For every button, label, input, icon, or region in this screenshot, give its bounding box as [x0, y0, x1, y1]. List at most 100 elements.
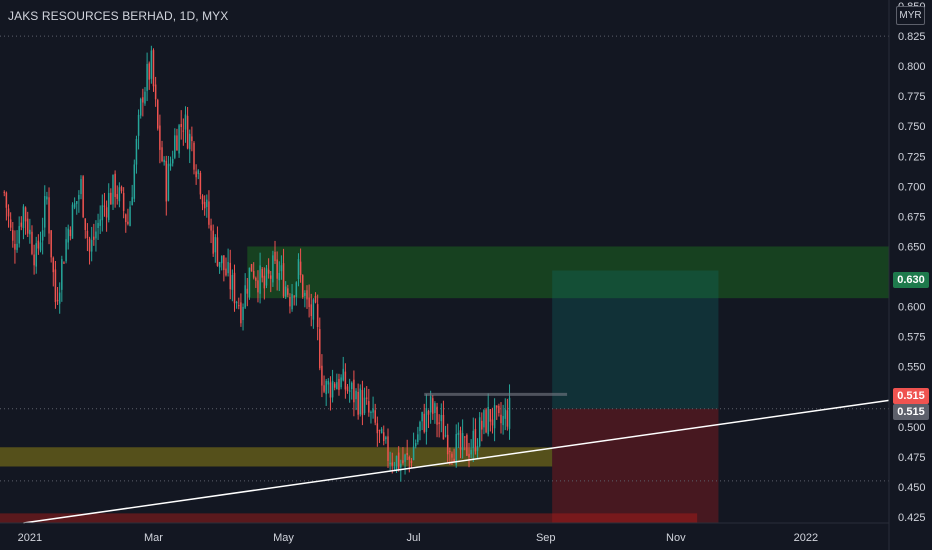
candle-body [491, 419, 494, 426]
candle-body [500, 414, 502, 424]
candle-body [244, 285, 246, 308]
candle-body [174, 135, 176, 158]
candle-body [118, 187, 121, 202]
candle-body [406, 452, 408, 456]
candle-body [159, 125, 161, 150]
candle-body [165, 160, 168, 202]
x-tick-label: 2022 [794, 532, 818, 544]
candle-body [304, 292, 306, 296]
candle-body [270, 275, 272, 279]
candle-body [73, 203, 76, 208]
candle-body [287, 288, 289, 295]
candle-body [348, 390, 351, 392]
currency-button[interactable]: MYR [896, 6, 925, 25]
candle-body [412, 446, 415, 461]
candle-body [284, 286, 287, 297]
candle-body [246, 288, 249, 294]
candle-body [461, 433, 464, 451]
candle-body [327, 381, 330, 385]
candle-body [429, 396, 432, 413]
candle-body [238, 305, 240, 307]
candle-body [80, 179, 82, 195]
candle-body [9, 219, 12, 228]
candles-layer [3, 45, 511, 482]
x-tick-label: 2021 [18, 532, 42, 544]
candle-body [289, 297, 291, 307]
candle-body [261, 268, 263, 278]
last-price-badge: 0.515 [893, 388, 929, 404]
candle-body [95, 231, 97, 239]
candle-body [82, 176, 84, 218]
dotted-lines-layer [0, 35, 889, 482]
candle-body [319, 329, 321, 369]
x-tick-label: Jul [407, 532, 421, 544]
candle-body [338, 378, 340, 390]
candle-body [29, 229, 31, 235]
candle-body [410, 460, 413, 464]
candle-body [103, 205, 106, 207]
candle-body [408, 457, 411, 460]
candle-body [400, 463, 402, 468]
candle-body [331, 380, 334, 398]
candle-body [363, 397, 366, 414]
candle-body [359, 388, 362, 415]
candle-body [208, 201, 210, 225]
candle-body [380, 428, 383, 434]
candle-body [274, 251, 276, 261]
candle-body [154, 84, 157, 100]
candle-body [195, 171, 197, 178]
candle-body [152, 50, 155, 87]
candle-body [125, 214, 127, 223]
x-tick-label: Nov [666, 532, 686, 544]
candle-body [368, 401, 370, 413]
candle-body [223, 255, 225, 271]
candle-body [242, 306, 244, 321]
y-tick-label: 0.725 [898, 151, 926, 163]
candle-body [212, 230, 214, 254]
candle-body [225, 268, 227, 276]
candle-body [487, 407, 489, 435]
candle-body [351, 382, 353, 390]
candle-body [214, 237, 217, 253]
candle-body [263, 275, 266, 289]
candle-body [248, 267, 251, 298]
position-profit-zone [552, 270, 719, 409]
candle-body [93, 236, 95, 240]
candle-body [432, 398, 434, 414]
candle-body [316, 304, 319, 328]
position-stop-zone [552, 408, 719, 523]
x-tick-label: May [273, 532, 294, 544]
candle-body [150, 50, 153, 79]
candle-body [137, 114, 140, 136]
candle-body [197, 170, 200, 175]
candle-body [220, 255, 223, 264]
candle-body [344, 371, 347, 390]
candle-body [35, 243, 37, 267]
candle-body [259, 265, 261, 294]
candle-body [455, 434, 457, 465]
candle-body [336, 382, 338, 390]
candle-body [50, 230, 52, 258]
candle-body [216, 237, 219, 266]
candle-body [506, 410, 509, 427]
candle-body [504, 409, 507, 419]
candle-body [133, 164, 136, 199]
candle-body [240, 302, 242, 324]
candle-body [252, 270, 255, 278]
candle-body [382, 432, 385, 442]
candle-body [203, 201, 206, 209]
candle-body [122, 192, 125, 211]
candle-body [438, 422, 440, 424]
candle-body [466, 434, 468, 456]
candle-body [39, 242, 42, 251]
y-tick-label: 0.650 [898, 241, 926, 253]
candle-body [498, 405, 500, 414]
time-axis[interactable]: 2021 Mar May Jul Sep Nov 2022 [18, 532, 818, 544]
y-tick-label: 0.575 [898, 332, 926, 344]
supply-zone [247, 246, 890, 299]
candle-body [171, 158, 174, 164]
candle-body [395, 455, 398, 470]
candle-body [41, 230, 44, 241]
candle-body [470, 449, 472, 455]
